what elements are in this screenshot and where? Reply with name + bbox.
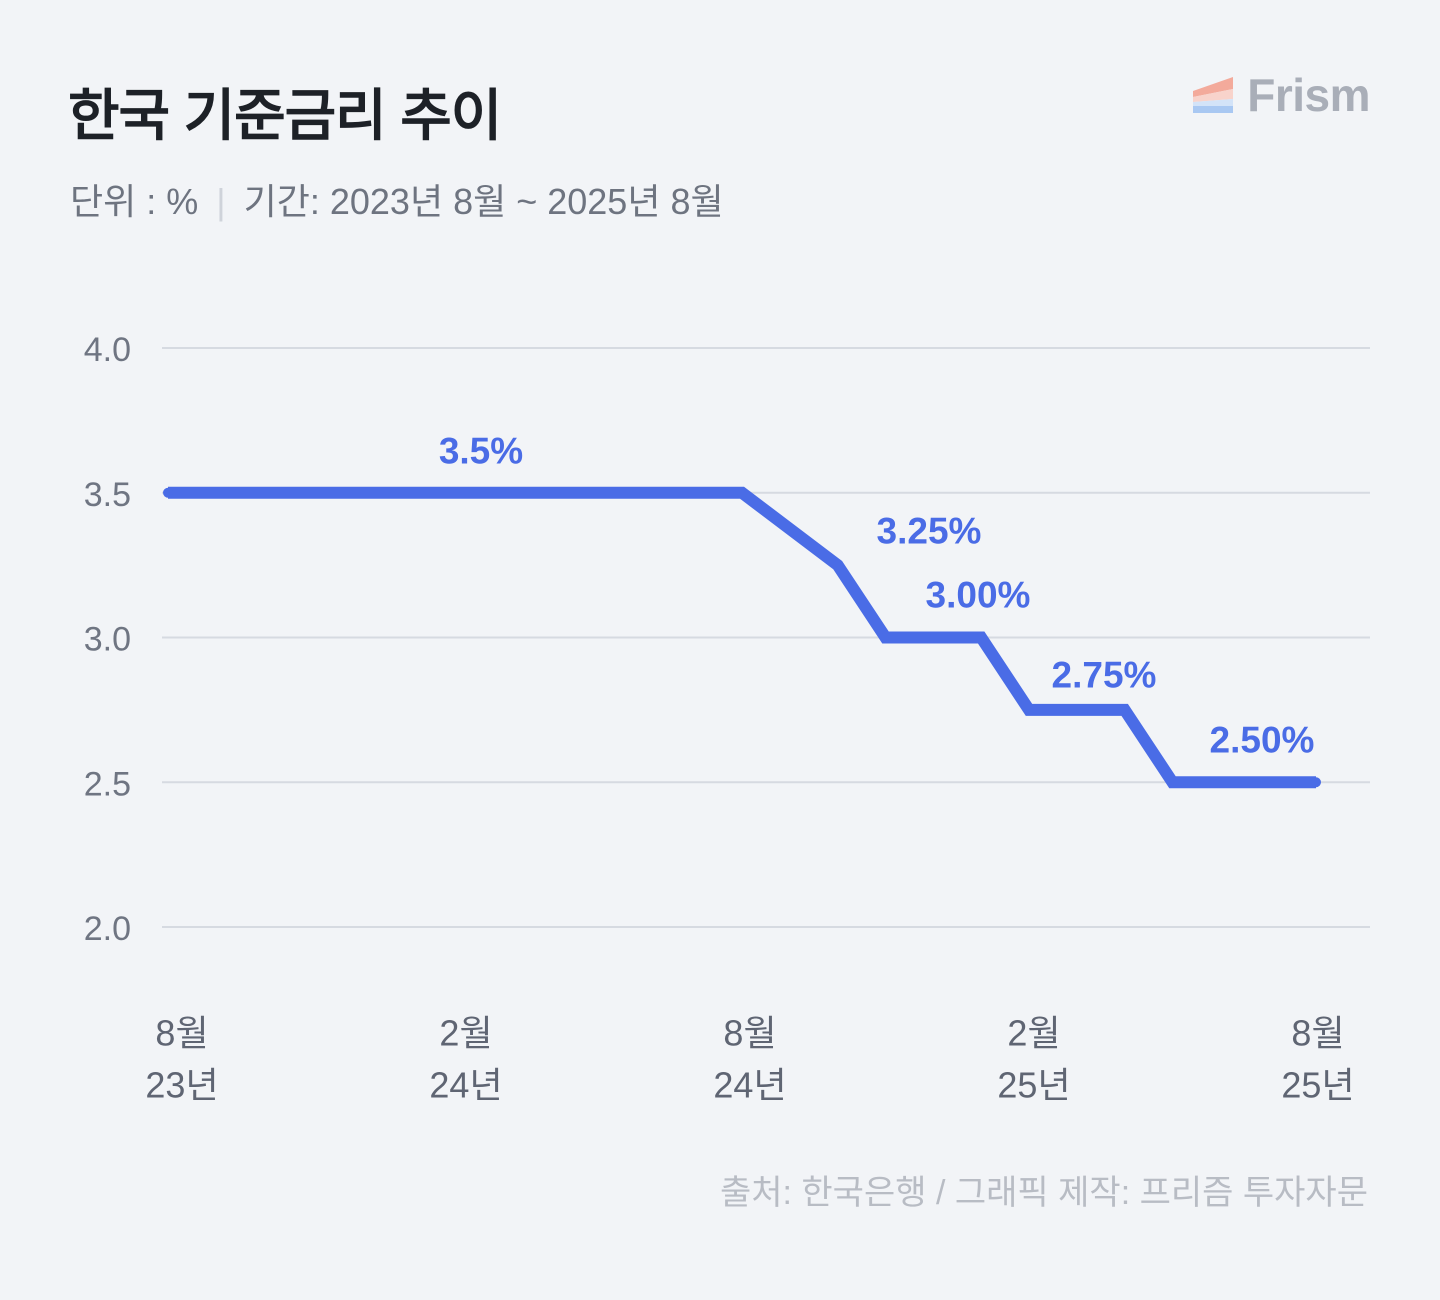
x-tick-year-label: 25년 — [1281, 1065, 1354, 1106]
rate-point — [737, 487, 747, 498]
y-axis: 4.0 3.5 3.0 2.5 2.0 — [84, 331, 131, 948]
x-tick-year-label: 24년 — [429, 1065, 502, 1106]
rate-point — [832, 560, 843, 571]
x-tick-month-label: 2월 — [1007, 1013, 1060, 1054]
rate-point — [880, 632, 891, 643]
rate-point — [1024, 704, 1034, 715]
frism-logo-icon — [1193, 77, 1234, 113]
x-tick-year-label: 24년 — [713, 1065, 786, 1106]
y-tick-label: 3.5 — [84, 476, 131, 514]
x-tick-year-label: 25년 — [997, 1065, 1070, 1106]
brand-logo: Frism — [1193, 68, 1370, 122]
rate-point — [1119, 704, 1130, 715]
gridlines — [162, 347, 1370, 928]
data-labels: 3.5% 3.25% 3.00% 2.75% 2.50% — [439, 431, 1315, 761]
rate-point — [976, 632, 987, 643]
subtitle: 단위 : % | 기간: 2023년 8월 ~ 2025년 8월 — [70, 180, 724, 224]
y-tick-label: 3.0 — [84, 621, 131, 659]
y-tick-label: 2.5 — [84, 765, 131, 803]
x-tick-month-label: 8월 — [723, 1013, 776, 1054]
subtitle-separator: | — [216, 181, 226, 222]
data-label: 3.00% — [926, 575, 1031, 616]
x-tick-month-label: 8월 — [1291, 1013, 1344, 1054]
rate-series — [163, 486, 1321, 789]
data-label: 2.75% — [1052, 655, 1157, 696]
x-tick-year-label: 23년 — [145, 1065, 218, 1106]
data-label: 2.50% — [1210, 720, 1315, 761]
unit-label: 단위 : % — [70, 181, 199, 222]
period-label: 기간: 2023년 8월 ~ 2025년 8월 — [243, 181, 724, 222]
x-tick-month-label: 2월 — [439, 1013, 492, 1054]
data-label: 3.25% — [877, 511, 982, 552]
page-title: 한국 기준금리 추이 — [68, 84, 502, 147]
logo-text: Frism — [1247, 69, 1370, 121]
y-tick-label: 2.0 — [84, 910, 131, 948]
rate-point — [1167, 777, 1178, 788]
rate-point — [163, 487, 173, 498]
y-tick-label: 4.0 — [84, 331, 131, 369]
x-tick-month-label: 8월 — [155, 1013, 208, 1054]
source-footnote: 출처: 한국은행 / 그래픽 제작: 프리즘 투자자문 — [719, 1174, 1368, 1212]
data-label: 3.5% — [439, 431, 523, 472]
rate-point — [1311, 777, 1321, 788]
